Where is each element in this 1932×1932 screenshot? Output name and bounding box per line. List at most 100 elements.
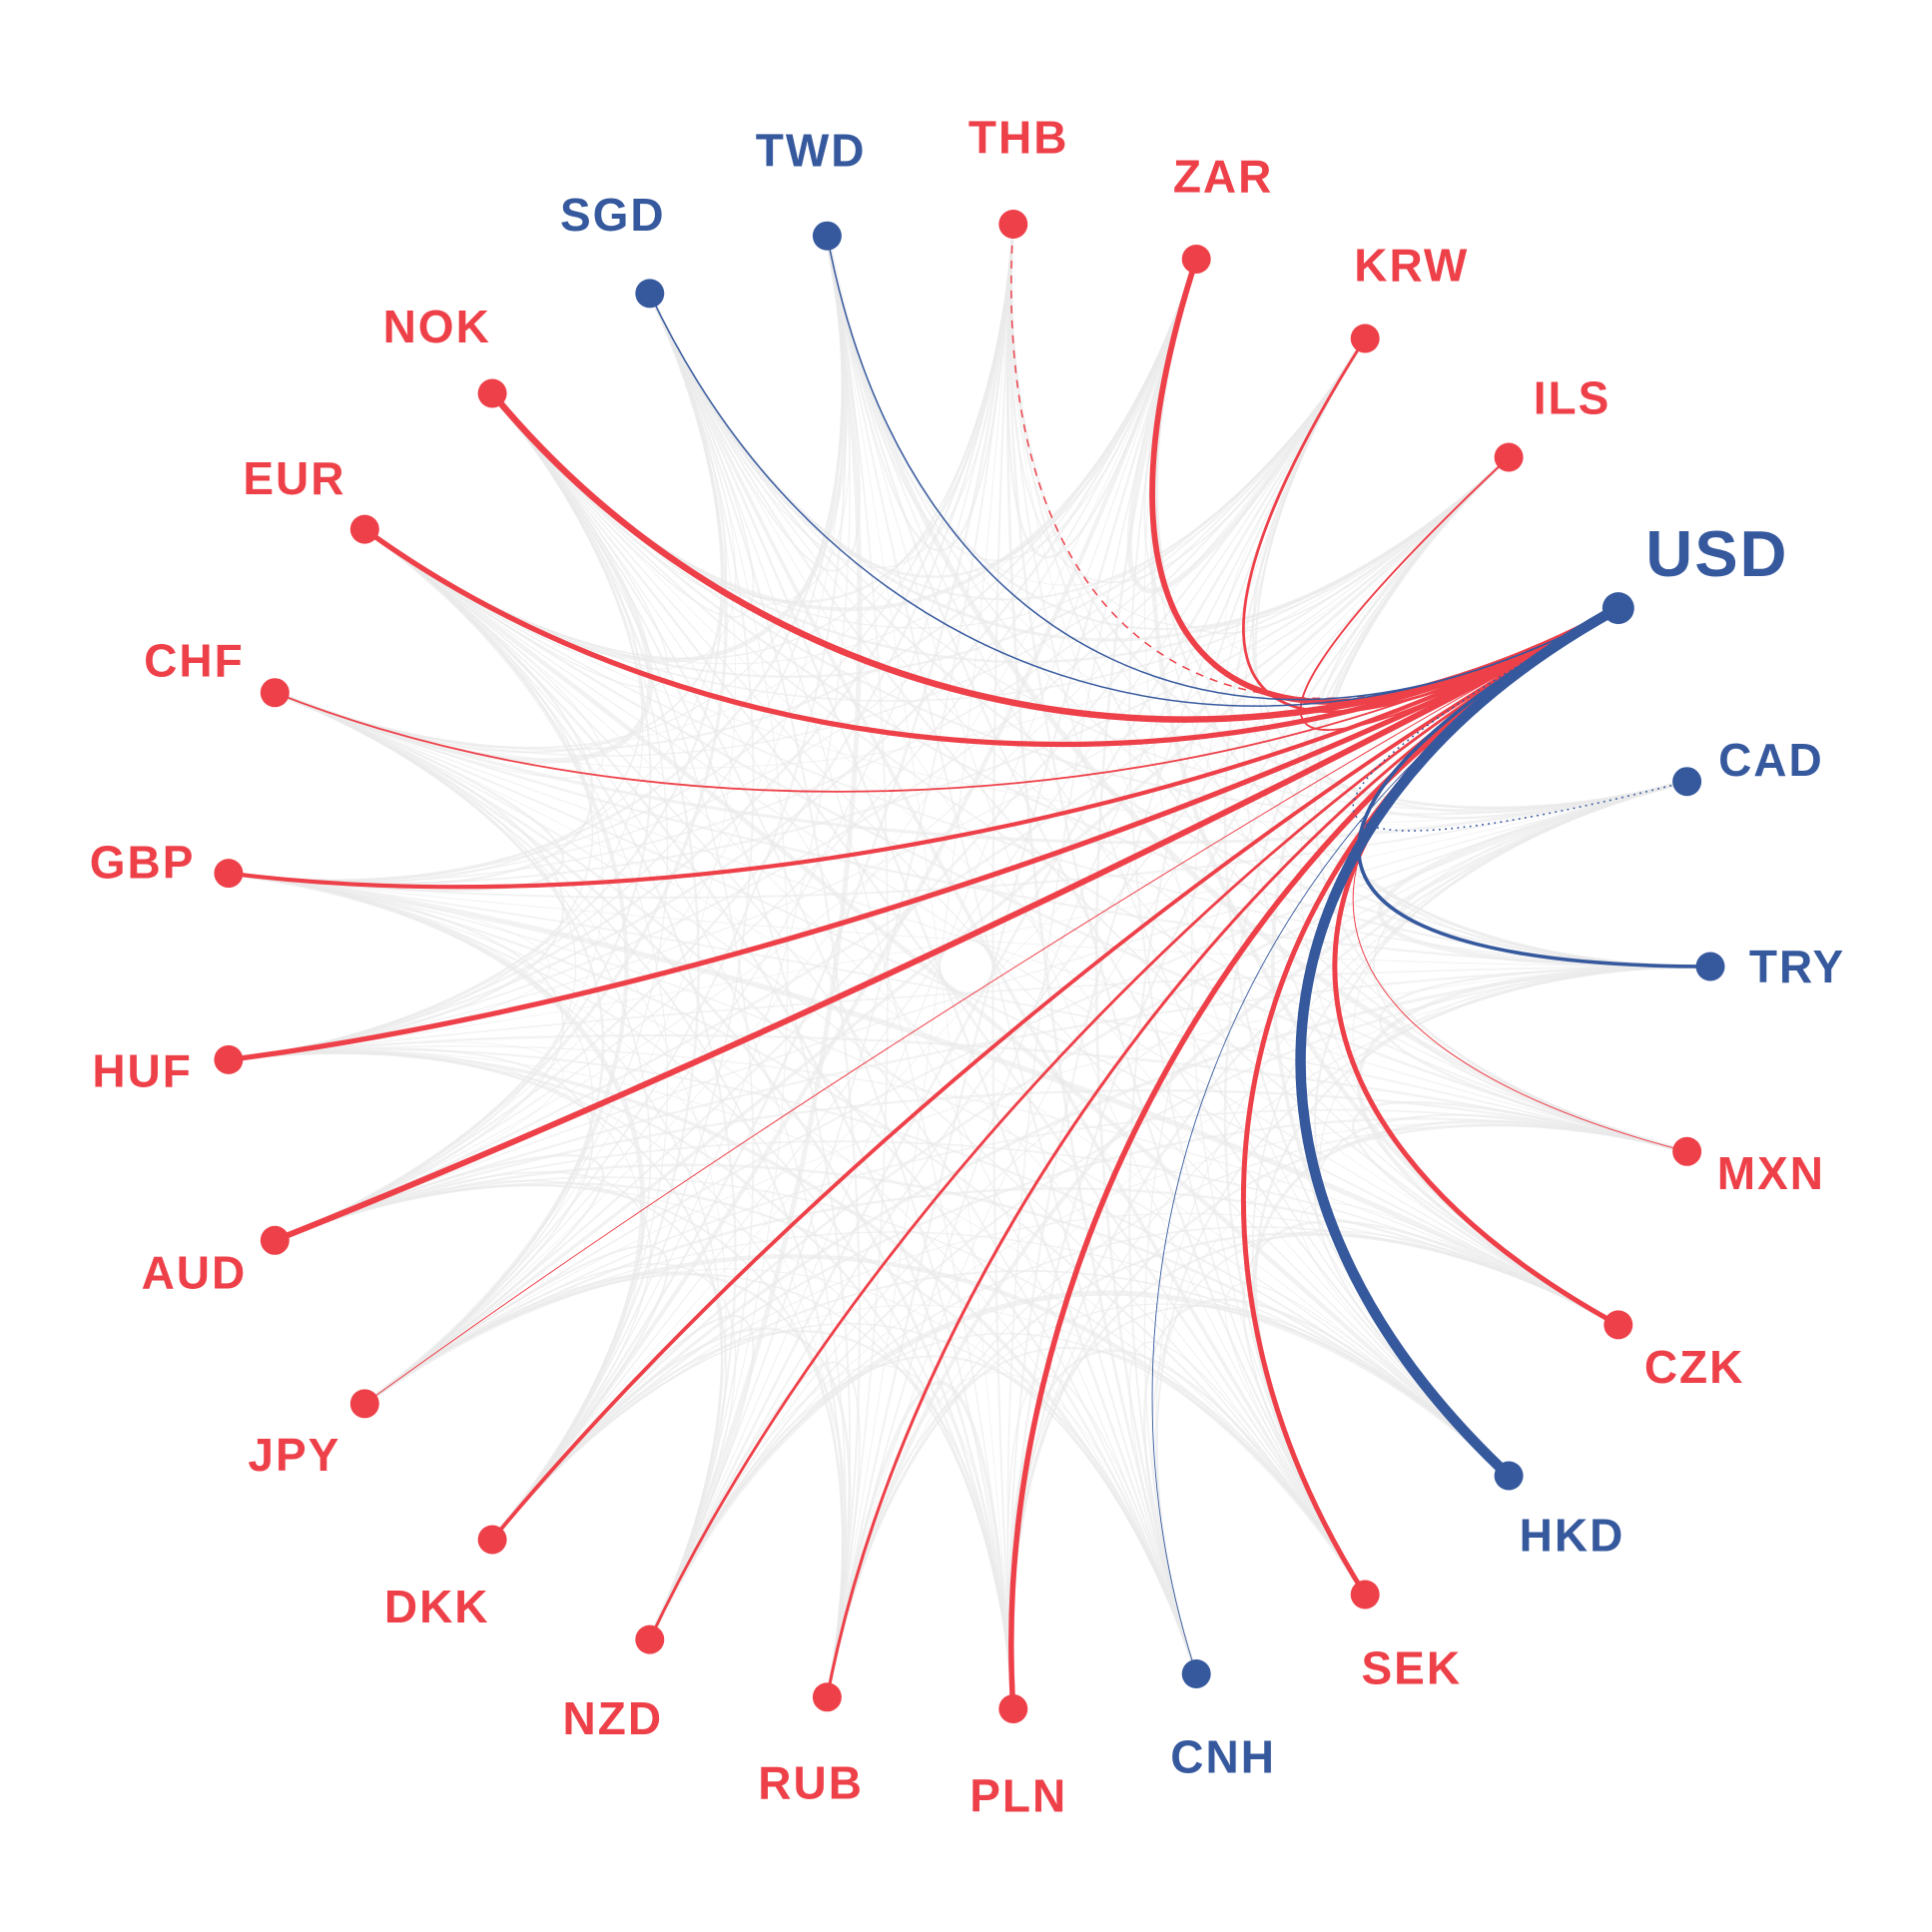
node-AUD[interactable] xyxy=(260,1225,290,1255)
edge-CZK-HUF xyxy=(228,1045,1619,1326)
edge-NOK-ILS xyxy=(491,392,1510,664)
edge-AUD-KRW xyxy=(275,337,1366,1241)
node-label-AUD: AUD xyxy=(142,1246,248,1298)
edge-RUB-AUD xyxy=(274,1183,845,1697)
edge-MXN-HKD xyxy=(1314,1113,1687,1477)
edge-AUD-GBP xyxy=(228,872,564,1242)
edge-HKD-CNH xyxy=(1143,1298,1510,1674)
node-label-MXN: MXN xyxy=(1717,1147,1825,1199)
node-NOK[interactable] xyxy=(477,378,507,408)
usd-edges-blue xyxy=(649,236,1711,1674)
edge-USD-CNH xyxy=(1151,607,1619,1674)
node-KRW[interactable] xyxy=(1350,323,1380,353)
node-NZD[interactable] xyxy=(635,1624,665,1654)
edge-DKK-THB xyxy=(491,224,1015,1541)
edge-CZK-AUD xyxy=(274,1140,1619,1326)
node-SEK[interactable] xyxy=(1350,1580,1380,1610)
edge-HKD-TWD xyxy=(826,235,1510,1477)
edge-CAD-GBP xyxy=(228,780,1687,899)
edge-PLN-KRW xyxy=(1008,337,1367,1709)
node-THB[interactable] xyxy=(998,210,1028,239)
node-MXN[interactable] xyxy=(1672,1136,1702,1166)
edge-SEK-THB xyxy=(1008,224,1367,1596)
node-RUB[interactable] xyxy=(812,1682,842,1712)
node-label-ILS: ILS xyxy=(1534,372,1611,424)
currency-nodes xyxy=(214,210,1725,1723)
edge-CHF-SGD xyxy=(274,293,727,754)
edge-USD-THB xyxy=(1010,224,1619,700)
edge-CZK-NOK xyxy=(491,392,1618,1326)
edge-PLN-NZD xyxy=(649,1364,1014,1709)
node-PLN[interactable] xyxy=(998,1694,1028,1723)
node-label-CZK: CZK xyxy=(1644,1341,1745,1393)
edge-MXN-AUD xyxy=(274,1089,1687,1242)
edge-CZK-TWD xyxy=(826,236,1619,1326)
edge-CZK-EUR xyxy=(363,528,1619,1326)
node-JPY[interactable] xyxy=(349,1389,379,1419)
edge-SEK-RUB xyxy=(826,1347,1367,1697)
node-GBP[interactable] xyxy=(214,859,244,889)
edge-USD-NZD xyxy=(648,606,1619,1640)
edge-HUF-EUR xyxy=(228,528,594,1061)
node-label-HUF: HUF xyxy=(92,1044,193,1096)
node-label-THB: THB xyxy=(968,112,1069,164)
edge-CNH-NOK xyxy=(491,392,1197,1674)
node-label-CAD: CAD xyxy=(1718,734,1824,786)
edge-RUB-KRW xyxy=(826,337,1366,1697)
edge-EUR-SGD xyxy=(364,293,737,670)
edge-KRW-ILS xyxy=(1224,337,1510,650)
node-TWD[interactable] xyxy=(812,221,842,251)
edge-GBP-EUR xyxy=(228,528,594,886)
node-TRY[interactable] xyxy=(1695,952,1725,981)
edge-TRY-KRW xyxy=(1254,337,1711,967)
edge-CHF-TWD xyxy=(275,236,845,749)
node-CAD[interactable] xyxy=(1672,767,1702,797)
node-label-CHF: CHF xyxy=(144,635,245,687)
edge-SEK-CHF xyxy=(274,691,1366,1596)
edge-CHF-NOK xyxy=(274,391,653,764)
edge-USD-GBP xyxy=(228,606,1619,890)
node-HKD[interactable] xyxy=(1494,1461,1524,1491)
node-label-TWD: TWD xyxy=(756,125,867,177)
node-EUR[interactable] xyxy=(349,514,379,544)
edge-CAD-AUD xyxy=(275,781,1687,1241)
node-CNH[interactable] xyxy=(1181,1659,1211,1688)
edge-TWD-ZAR xyxy=(826,236,1197,561)
edge-CNH-SGD xyxy=(648,293,1198,1674)
node-ZAR[interactable] xyxy=(1181,245,1211,274)
edge-NOK-SGD xyxy=(491,293,755,618)
node-HUF[interactable] xyxy=(214,1044,244,1074)
node-label-GBP: GBP xyxy=(90,837,196,889)
edge-MXN-SGD xyxy=(649,293,1687,1152)
edge-PLN-SGD xyxy=(649,293,1014,1709)
edge-JPY-EUR xyxy=(363,527,629,1406)
edge-CHF-KRW xyxy=(275,337,1366,757)
node-DKK[interactable] xyxy=(477,1525,507,1555)
edge-MXN-CHF xyxy=(275,692,1687,1152)
node-ILS[interactable] xyxy=(1494,442,1524,472)
node-label-HKD: HKD xyxy=(1520,1510,1625,1562)
node-label-SGD: SGD xyxy=(560,189,666,241)
edge-DKK-AUD xyxy=(274,1171,652,1541)
edge-ZAR-KRW xyxy=(1126,258,1368,594)
node-USD[interactable] xyxy=(1602,592,1634,625)
edge-USD-AUD xyxy=(274,605,1620,1244)
node-CZK[interactable] xyxy=(1604,1310,1633,1340)
edge-NOK-TWD xyxy=(491,236,851,605)
edge-USD-ZAR xyxy=(1149,258,1620,705)
node-label-EUR: EUR xyxy=(243,452,345,504)
edge-ZAR-ILS xyxy=(1143,259,1510,635)
node-SGD[interactable] xyxy=(635,279,665,309)
node-CHF[interactable] xyxy=(260,678,290,708)
node-label-SEK: SEK xyxy=(1362,1642,1463,1694)
edge-NOK-THB xyxy=(491,224,1014,603)
edge-TRY-JPY xyxy=(364,966,1711,1405)
edge-TRY-CHF xyxy=(274,691,1711,968)
edge-THB-ZAR xyxy=(1006,224,1198,559)
node-label-NOK: NOK xyxy=(383,301,491,352)
node-label-JPY: JPY xyxy=(248,1429,340,1481)
edge-MXN-NOK xyxy=(491,392,1687,1153)
edge-CZK-CNH xyxy=(1151,1230,1619,1674)
usd-edges-red xyxy=(228,224,1687,1709)
edge-MXN-EUR xyxy=(363,528,1687,1153)
